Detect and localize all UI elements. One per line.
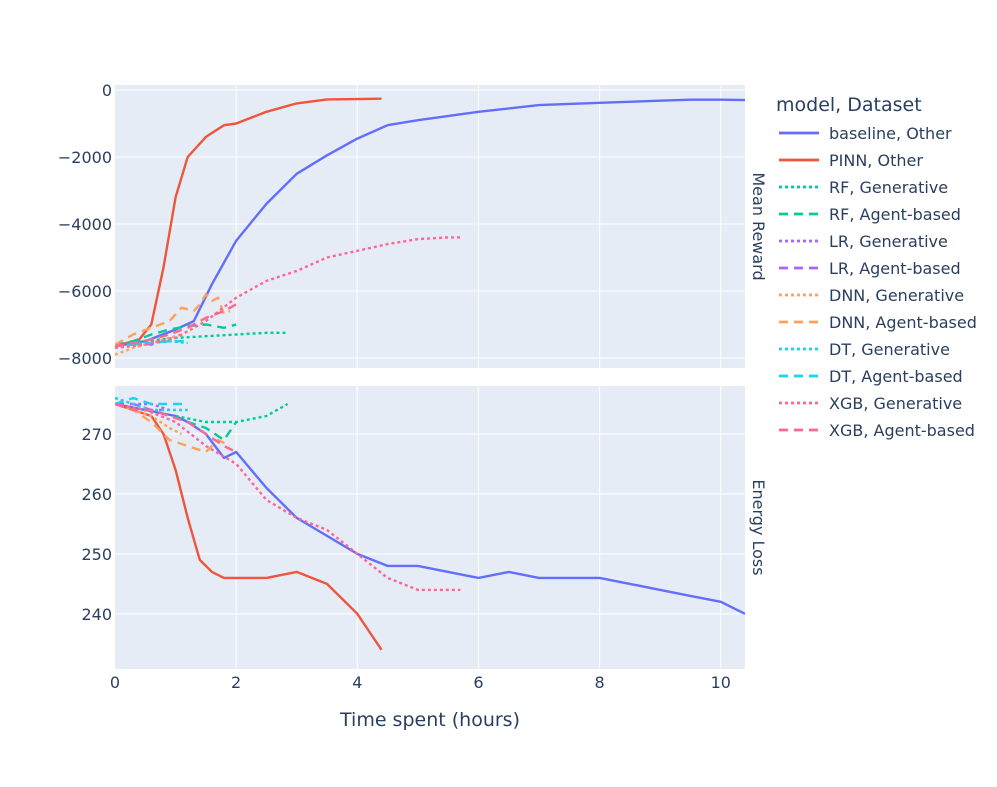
series-line-baseline-other xyxy=(115,98,745,348)
legend-label: XGB, Agent-based xyxy=(829,421,975,440)
legend-label: DT, Agent-based xyxy=(829,367,963,386)
legend-label: DNN, Generative xyxy=(829,286,964,305)
series-line-xgb-agent-based xyxy=(115,402,237,454)
y-tick-label: 250 xyxy=(81,545,112,564)
plot-background xyxy=(115,386,745,669)
legend-item[interactable]: DT, Generative xyxy=(779,340,950,359)
y-tick-label: 260 xyxy=(81,485,112,504)
plot-background xyxy=(115,85,745,368)
legend-label: PINN, Other xyxy=(829,151,923,170)
legend-label: DT, Generative xyxy=(829,340,950,359)
facet-label: Energy Loss xyxy=(749,479,768,575)
y-tick-label: 270 xyxy=(81,425,112,444)
legend-item[interactable]: XGB, Agent-based xyxy=(779,421,975,440)
x-tick-label: 4 xyxy=(352,673,362,692)
series-line-pinn-other xyxy=(115,402,383,651)
legend[interactable]: model, Dataset baseline, Other PINN, Othe… xyxy=(776,94,977,440)
legend-label: LR, Agent-based xyxy=(829,259,961,278)
series-line-xgb-agent-based xyxy=(115,303,237,348)
legend-label: DNN, Agent-based xyxy=(829,313,977,332)
legend-title: model, Dataset xyxy=(776,94,922,116)
facet-label: Mean Reward xyxy=(749,172,768,280)
series-line-xgb-generative xyxy=(115,402,461,592)
legend-label: RF, Generative xyxy=(829,178,948,197)
x-tick-label: 10 xyxy=(711,673,731,692)
legend-item[interactable]: RF, Agent-based xyxy=(779,205,961,224)
series-line-rf-agent-based xyxy=(115,323,237,346)
panel-energy-loss: 270 260 250 240 Energy Loss xyxy=(81,386,768,669)
x-tick-label: 8 xyxy=(595,673,605,692)
x-tick-label: 2 xyxy=(231,673,241,692)
legend-item[interactable]: DT, Agent-based xyxy=(779,367,963,386)
panel-mean-reward: 0 −2000 −4000 −6000 −8000 Mean Reward xyxy=(58,81,768,368)
series-line-pinn-other xyxy=(115,97,382,348)
legend-item[interactable]: RF, Generative xyxy=(779,178,948,197)
legend-item[interactable]: baseline, Other xyxy=(779,124,952,143)
x-tick-label: 0 xyxy=(110,673,120,692)
legend-item[interactable]: LR, Generative xyxy=(779,232,948,251)
series-line-dnn-generative xyxy=(115,402,183,436)
legend-item[interactable]: PINN, Other xyxy=(779,151,923,170)
legend-item[interactable]: LR, Agent-based xyxy=(779,259,961,278)
y-tick-label: −8000 xyxy=(58,349,112,368)
legend-label: baseline, Other xyxy=(829,124,952,143)
series-line-dnn-agent-based xyxy=(115,293,231,346)
legend-label: RF, Agent-based xyxy=(829,205,961,224)
y-tick-label: −4000 xyxy=(58,215,112,234)
series-line-dnn-agent-based xyxy=(115,402,231,454)
series-line-dt-agent-based xyxy=(115,396,188,406)
legend-item[interactable]: DNN, Generative xyxy=(779,286,964,305)
y-tick-label: 0 xyxy=(102,81,112,100)
series-lines xyxy=(115,396,745,651)
x-axis-title: Time spent (hours) xyxy=(339,709,520,731)
series-lines xyxy=(115,97,745,356)
legend-item[interactable]: DNN, Agent-based xyxy=(779,313,977,332)
legend-label: XGB, Generative xyxy=(829,394,962,413)
legend-label: LR, Generative xyxy=(829,232,948,251)
y-tick-label: 240 xyxy=(81,605,112,624)
legend-item[interactable]: XGB, Generative xyxy=(779,394,962,413)
x-tick-label: 6 xyxy=(473,673,483,692)
series-line-xgb-generative xyxy=(115,236,461,350)
y-tick-label: −6000 xyxy=(58,282,112,301)
y-tick-label: −2000 xyxy=(58,148,112,167)
